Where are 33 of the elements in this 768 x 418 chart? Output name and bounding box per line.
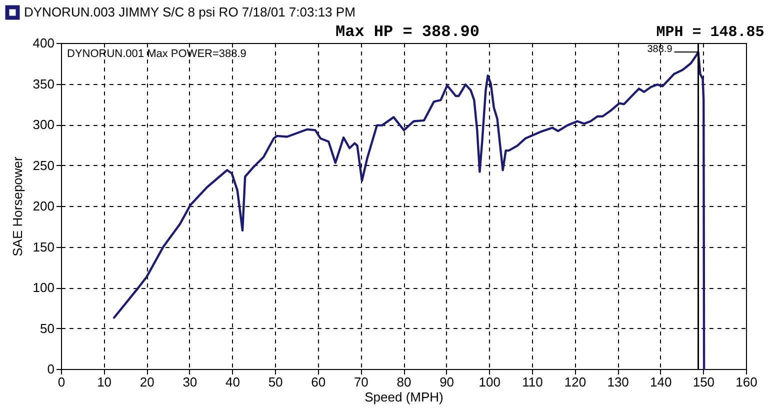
- x-tick-label: 70: [354, 374, 368, 390]
- y-axis-title: SAE Horsepower: [10, 156, 25, 256]
- x-tick-label: 50: [268, 374, 283, 390]
- y-tick-label: 250: [32, 158, 54, 173]
- y-tick-label: 150: [32, 239, 54, 254]
- x-tick-label: 130: [607, 374, 629, 390]
- x-tick-label: 140: [650, 374, 672, 390]
- x-tick-label: 90: [440, 374, 454, 390]
- y-tick-label: 350: [32, 76, 54, 92]
- x-tick-label: 30: [182, 374, 198, 390]
- ref-line-label: MPH = 148.85: [656, 24, 764, 41]
- y-tick-label: 100: [32, 280, 54, 295]
- x-tick-label: 60: [311, 374, 326, 390]
- x-tick-label: 10: [97, 374, 112, 390]
- x-tick-label: 100: [478, 374, 500, 390]
- y-tick-label: 50: [40, 320, 54, 336]
- x-tick-label: 120: [564, 374, 586, 390]
- x-tick-label: 160: [736, 374, 758, 390]
- annotation: DYNORUN.001 Max POWER=388.9: [67, 48, 246, 60]
- y-tick-label: 400: [32, 36, 54, 50]
- chart-title: Max HP = 388.90: [335, 23, 480, 41]
- x-tick-label: 40: [226, 374, 240, 390]
- x-tick-label: 80: [396, 374, 412, 390]
- y-tick-label: 0: [47, 362, 54, 376]
- y-tick-label: 200: [32, 198, 54, 214]
- x-tick-label: 0: [58, 374, 66, 390]
- annotation: 388.9: [647, 44, 673, 56]
- x-tick-label: 150: [692, 374, 715, 390]
- legend-label: DYNORUN.003 JIMMY S/C 8 psi RO 7/18/01 7:03:13 PM: [24, 4, 356, 20]
- x-tick-label: 20: [140, 374, 154, 390]
- x-axis-title: Speed (MPH): [364, 390, 444, 404]
- x-tick-label: 110: [522, 374, 543, 390]
- y-tick-label: 300: [32, 117, 54, 132]
